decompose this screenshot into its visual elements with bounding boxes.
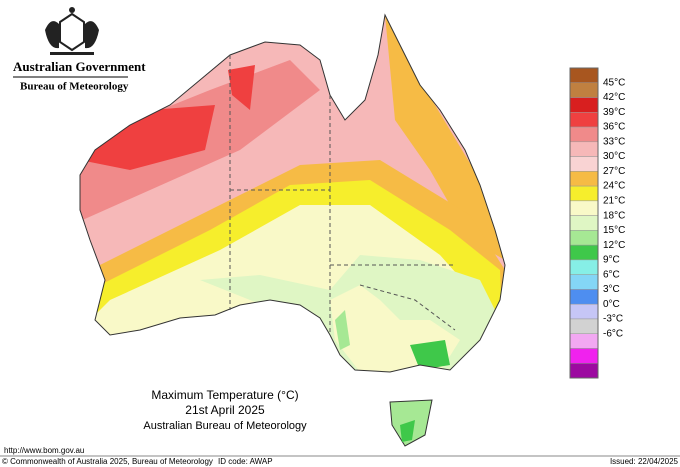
legend-swatch	[569, 244, 599, 261]
legend-label: 0°C	[603, 299, 620, 310]
legend-swatch	[569, 274, 599, 290]
legend-swatch	[569, 362, 599, 379]
legend: 45°C 42°C 39°C 36°C 33°C 30°C 27°C 24°C 21°C 18°C…	[569, 67, 625, 379]
legend-swatch	[569, 259, 599, 275]
legend-frame	[569, 67, 599, 379]
legend-swatch	[569, 318, 599, 334]
copyright: © Commonwealth of Australia 2025, Bureau…	[2, 457, 213, 466]
government-name: Australian Government	[13, 59, 146, 74]
legend-swatch	[569, 185, 599, 202]
legend-label: 21°C	[603, 195, 625, 206]
legend-label: 6°C	[603, 269, 620, 280]
coat-of-arms	[45, 7, 99, 55]
id-code: ID code: AWAP	[218, 457, 273, 466]
legend-swatch	[569, 215, 599, 231]
legend-label: 45°C	[603, 77, 625, 88]
legend-label: 27°C	[603, 166, 625, 177]
legend-label: 24°C	[603, 181, 625, 192]
legend-label: 30°C	[603, 151, 625, 162]
legend-label: 12°C	[603, 240, 625, 251]
state-borders	[229, 55, 456, 335]
legend-swatch	[569, 156, 599, 172]
legend-label: 3°C	[603, 284, 620, 295]
legend-swatch	[569, 289, 599, 305]
temperature-map	[80, 15, 505, 372]
agency-name: Bureau of Meteorology	[20, 81, 129, 93]
legend-label: -3°C	[603, 314, 623, 325]
legend-swatch	[569, 82, 599, 98]
legend-label: 18°C	[603, 210, 625, 221]
legend-swatch	[569, 141, 599, 157]
legend-swatch	[569, 97, 599, 113]
legend-label: 9°C	[603, 255, 620, 266]
url: http://www.bom.gov.au	[4, 446, 84, 455]
legend-label: 39°C	[603, 107, 625, 118]
legend-swatch	[569, 200, 599, 216]
legend-swatch	[569, 171, 599, 187]
legend-label: 33°C	[603, 136, 625, 147]
legend-label: 42°C	[603, 92, 625, 103]
legend-swatch	[569, 67, 599, 84]
legend-swatch	[569, 112, 599, 128]
tasmania-cool	[400, 420, 415, 442]
issued: Issued: 22/04/2025	[610, 457, 679, 466]
map-title: Maximum Temperature (°C)	[151, 388, 298, 402]
legend-swatch	[569, 348, 599, 364]
legend-swatch	[569, 303, 599, 320]
legend-label: 36°C	[603, 122, 625, 133]
legend-label: -6°C	[603, 328, 623, 339]
legend-swatch	[569, 333, 599, 349]
coastline	[79, 13, 506, 373]
legend-label: 15°C	[603, 225, 625, 236]
map-date: 21st April 2025	[185, 403, 265, 417]
legend-swatch	[569, 126, 599, 143]
map-source: Australian Bureau of Meteorology	[143, 420, 307, 432]
legend-swatch	[569, 230, 599, 246]
